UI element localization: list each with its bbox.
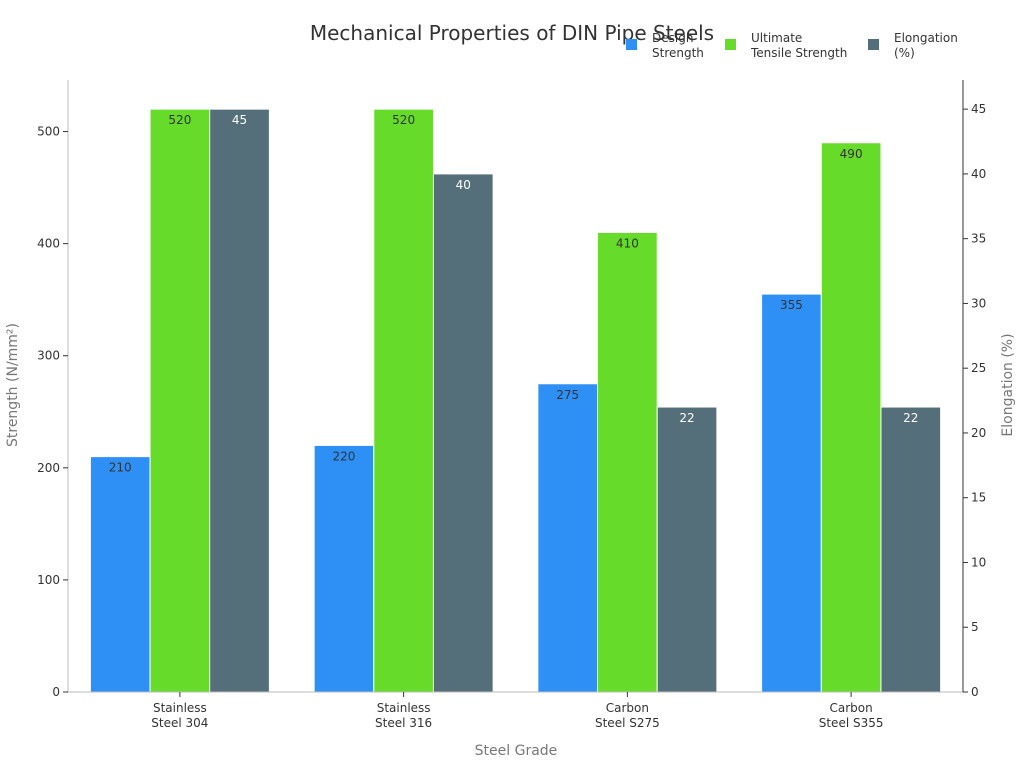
y-tick-label: 100 — [37, 573, 60, 587]
bar — [432, 173, 494, 693]
y-tick-label: 200 — [37, 461, 60, 475]
data-label: 210 — [109, 461, 132, 475]
bar — [89, 456, 151, 693]
legend-swatch — [725, 39, 736, 50]
y2-tick-label: 0 — [971, 685, 979, 699]
data-label: 520 — [392, 113, 415, 127]
data-label: 220 — [333, 449, 356, 463]
chart-title: Mechanical Properties of DIN Pipe Steels — [310, 21, 714, 45]
y2-tick-label: 25 — [971, 361, 986, 375]
bar — [313, 444, 375, 693]
y2-tick-label: 20 — [971, 426, 986, 440]
x-tick-label: Stainless Steel 316 — [375, 701, 432, 730]
bar — [209, 108, 270, 693]
data-labels: 210 220 275 355 520 520 410 490 45 40 22 22 — [109, 113, 919, 474]
bar — [149, 108, 211, 693]
bar — [537, 383, 599, 693]
y2-tick-label: 40 — [971, 167, 986, 181]
data-label: 22 — [903, 411, 918, 425]
data-label: 40 — [456, 178, 471, 192]
y-tick-label: 500 — [37, 125, 60, 139]
legend-label: Elongation (%) — [894, 31, 958, 60]
legend-label: Design Strength — [652, 31, 704, 60]
y2-tick-label: 45 — [971, 102, 986, 116]
bar — [597, 231, 658, 693]
bar — [373, 108, 434, 693]
bar — [656, 406, 718, 693]
data-label: 410 — [616, 236, 639, 250]
y-tick-label: 0 — [52, 685, 60, 699]
data-label: 490 — [840, 147, 863, 161]
y-tick-label: 300 — [37, 349, 60, 363]
legend: Design Strength Ultimate Tensile Strength El… — [626, 31, 958, 60]
bar — [820, 142, 882, 693]
data-label: 355 — [780, 298, 803, 312]
y2-axis-label: Elongation (%) — [1000, 333, 1016, 436]
bar — [880, 406, 942, 693]
x-tick-label: Stainless Steel 304 — [151, 701, 208, 730]
data-label: 22 — [679, 411, 694, 425]
data-label: 275 — [556, 388, 579, 402]
x-tick-label: Carbon Steel S355 — [819, 701, 884, 730]
x-tick-label: Carbon Steel S275 — [595, 701, 660, 730]
data-label: 520 — [168, 113, 191, 127]
legend-label: Ultimate Tensile Strength — [750, 31, 847, 60]
legend-swatch — [868, 39, 879, 50]
y2-tick-label: 35 — [971, 232, 986, 246]
y-axis-label: Strength (N/mm²) — [5, 323, 21, 447]
data-label: 45 — [232, 113, 247, 127]
bar — [761, 293, 822, 693]
axes: 0 100 200 300 400 500 0 5 10 15 20 25 30 35 40 45 Stainl… — [37, 80, 986, 730]
bars — [89, 108, 942, 693]
y2-tick-label: 5 — [971, 620, 979, 634]
y2-tick-label: 30 — [971, 296, 986, 310]
legend-swatch — [626, 39, 637, 50]
y2-tick-label: 15 — [971, 491, 986, 505]
y2-tick-label: 10 — [971, 555, 986, 569]
y-tick-label: 400 — [37, 237, 60, 251]
x-axis-label: Steel Grade — [475, 743, 558, 759]
